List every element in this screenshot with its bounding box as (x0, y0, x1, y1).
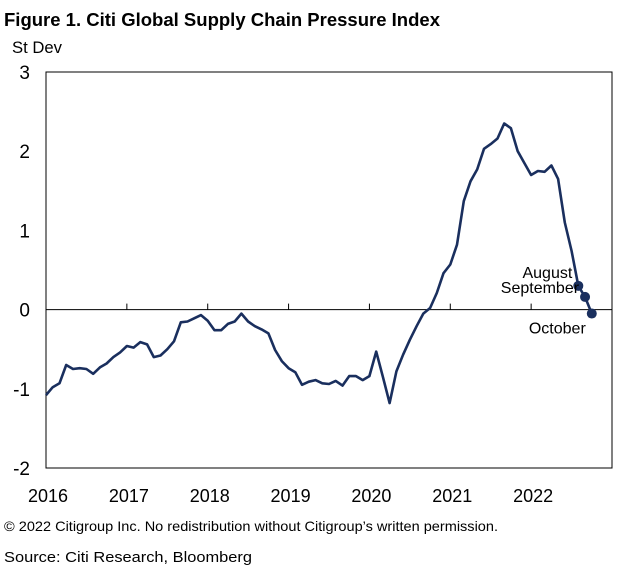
x-tick-label: 2020 (351, 486, 391, 506)
annotation-marker (580, 291, 591, 302)
y-tick-label: -2 (13, 459, 30, 480)
annotation-marker (573, 280, 584, 291)
annotation-label: September (501, 280, 580, 297)
series-line (45, 122, 594, 405)
plot-frame (45, 71, 613, 469)
annotation-marker (586, 308, 597, 319)
y-tick-label: 0 (19, 301, 30, 322)
y-tick-label: 2 (19, 142, 30, 163)
x-tick-label: 2021 (432, 486, 472, 506)
x-tick-label: 2018 (190, 486, 230, 506)
annotation-label: October (529, 321, 587, 338)
chart-title: Figure 1. Citi Global Supply Chain Press… (4, 10, 440, 30)
source-note: Source: Citi Research, Bloomberg (4, 549, 252, 566)
y-axis-label: St Dev (12, 38, 62, 57)
y-tick-label: 3 (19, 63, 30, 84)
x-tick-label: 2019 (271, 486, 311, 506)
y-tick-label: 1 (19, 221, 30, 242)
copyright-note: © 2022 Citigroup Inc. No redistribution … (4, 518, 498, 534)
x-tick-label: 2022 (513, 486, 553, 506)
x-tick-label: 2016 (28, 486, 68, 506)
y-tick-label: -1 (13, 380, 30, 401)
x-tick-label: 2017 (109, 486, 149, 506)
annotation-label: August (522, 265, 572, 282)
